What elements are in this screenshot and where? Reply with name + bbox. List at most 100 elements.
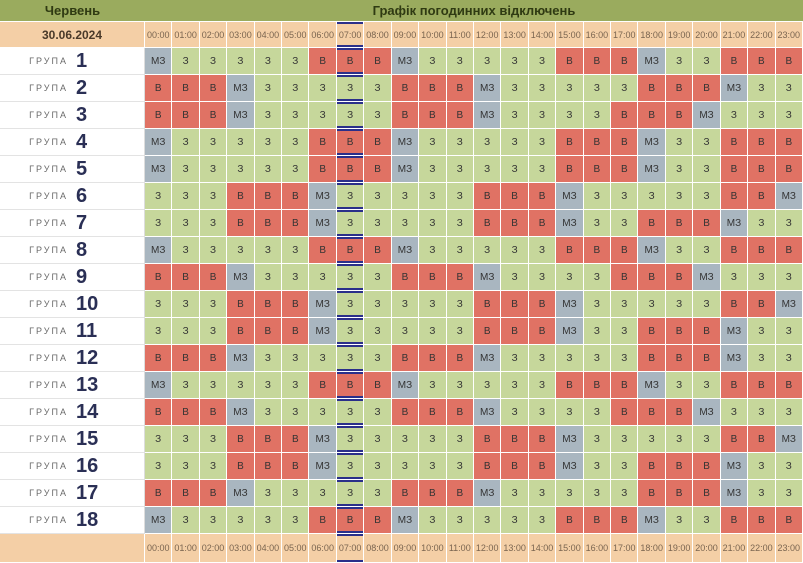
status-cell: З [282,75,310,102]
status-cell: З [336,291,365,318]
status-cell: З [446,453,474,480]
group-word: ГРУПА [29,515,68,525]
status-cell: В [611,237,639,264]
status-cell: З [364,318,392,345]
hour-header: 03:00 [227,22,255,48]
status-cell: З [364,183,392,210]
status-cell: В [172,345,200,372]
status-cell: В [611,372,639,399]
group-label: ГРУПА 2 [0,75,145,102]
status-cell: МЗ [473,480,502,507]
status-cell: В [693,345,721,372]
status-cell: З [556,75,584,102]
status-cell: З [775,102,803,129]
status-cell: З [254,480,283,507]
group-number: 15 [76,427,99,450]
status-cell: З [227,129,255,156]
status-cell: З [254,264,283,291]
status-cell: З [528,48,557,75]
hour-header: 05:00 [282,534,310,563]
status-cell: В [336,507,365,534]
status-cell: В [227,426,255,453]
status-cell: З [693,372,721,399]
status-cell: В [172,399,200,426]
status-cell: В [720,507,749,534]
status-cell: З [172,291,200,318]
status-cell: З [528,372,557,399]
status-cell: З [364,480,392,507]
status-cell: З [364,210,392,237]
status-cell: З [199,318,228,345]
group-word: ГРУПА [29,326,68,336]
status-cell: В [665,480,694,507]
status-cell: В [665,399,694,426]
status-cell: З [583,210,612,237]
status-cell: МЗ [145,129,173,156]
status-cell: В [254,210,283,237]
status-cell: МЗ [638,507,666,534]
group-number: 3 [76,103,88,126]
status-cell: В [583,237,612,264]
status-cell: З [336,426,365,453]
hour-header: 15:00 [556,22,584,48]
status-cell: МЗ [391,237,420,264]
status-cell: З [199,453,228,480]
group-word: ГРУПА [29,245,68,255]
group-word: ГРУПА [29,110,68,120]
status-cell: В [748,426,776,453]
status-cell: З [665,426,694,453]
status-cell: В [665,453,694,480]
hour-header: 11:00 [446,534,474,563]
status-cell: В [638,345,666,372]
status-cell: В [775,156,803,183]
status-cell: З [309,75,337,102]
status-cell: З [364,291,392,318]
group-word: ГРУПА [29,461,68,471]
status-cell: З [282,345,310,372]
status-cell: В [172,102,200,129]
status-cell: З [419,318,447,345]
status-cell: З [419,237,447,264]
status-cell: В [473,453,502,480]
status-cell: З [528,237,557,264]
status-cell: В [446,345,474,372]
status-cell: В [254,183,283,210]
status-cell: З [611,453,639,480]
status-cell: З [693,48,721,75]
status-cell: В [336,372,365,399]
status-cell: В [638,210,666,237]
status-cell: З [473,48,502,75]
status-cell: З [611,183,639,210]
status-cell: З [583,453,612,480]
hour-header: 07:00 [336,22,365,48]
hour-header: 02:00 [199,22,228,48]
status-cell: З [446,426,474,453]
hour-header: 08:00 [364,22,392,48]
status-cell: З [693,129,721,156]
status-cell: МЗ [391,48,420,75]
status-cell: З [775,453,803,480]
group-label: ГРУПА 7 [0,210,145,237]
status-cell: З [336,264,365,291]
hour-header: 15:00 [556,534,584,563]
status-cell: З [501,372,529,399]
status-cell: З [391,426,420,453]
group-word: ГРУПА [29,83,68,93]
status-cell: В [638,480,666,507]
group-label: ГРУПА 5 [0,156,145,183]
status-cell: З [309,345,337,372]
status-cell: З [364,75,392,102]
status-cell: В [227,210,255,237]
status-cell: В [693,75,721,102]
status-cell: З [775,399,803,426]
status-cell: З [254,129,283,156]
status-cell: З [199,291,228,318]
status-cell: З [748,480,776,507]
status-cell: З [199,237,228,264]
status-cell: З [364,399,392,426]
status-cell: В [720,372,749,399]
status-cell: З [583,75,612,102]
status-cell: В [391,345,420,372]
status-cell: З [501,75,529,102]
